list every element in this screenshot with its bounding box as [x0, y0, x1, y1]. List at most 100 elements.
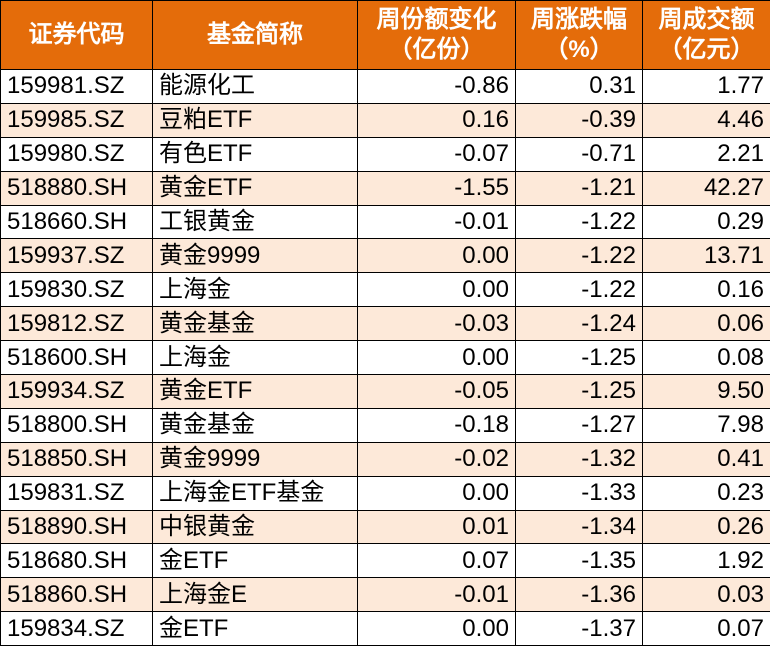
table-row: 518800.SH 黄金基金 -0.18 -1.27 7.98	[0, 407, 770, 443]
number-cell: 7.98	[642, 407, 770, 443]
number-cell: -0.05	[357, 374, 516, 409]
text-cell: 159985.SZ	[0, 102, 153, 138]
number-cell: 0.29	[642, 204, 770, 240]
header-text: 周份额变化	[376, 6, 497, 33]
number-cell: -0.71	[515, 136, 643, 172]
number-cell: -0.01	[357, 204, 516, 240]
text-cell: 上海金E	[152, 577, 358, 613]
text-cell: 518600.SH	[0, 340, 153, 376]
number-cell: -0.39	[515, 102, 643, 138]
number-cell: -1.22	[515, 272, 643, 308]
text-cell: 518890.SH	[0, 509, 153, 545]
number-cell: -1.22	[515, 238, 643, 274]
number-cell: -0.03	[357, 306, 516, 342]
table-row: 518880.SH 黄金ETF -1.55 -1.21 42.27	[0, 170, 770, 206]
text-cell: 金ETF	[152, 611, 358, 647]
number-cell: -1.33	[515, 475, 643, 511]
number-cell: 13.71	[642, 238, 770, 274]
number-cell: -1.35	[515, 543, 643, 579]
number-cell: 0.31	[515, 69, 643, 104]
text-cell: 黄金9999	[152, 441, 358, 477]
number-cell: -1.25	[515, 374, 643, 409]
number-cell: 0.01	[357, 509, 516, 545]
number-cell: 0.41	[642, 441, 770, 477]
text-cell: 159934.SZ	[0, 374, 153, 409]
header-text: 证券代码	[28, 21, 125, 48]
number-cell: 0.26	[642, 509, 770, 545]
number-cell: -0.07	[357, 136, 516, 172]
table-row: 159980.SZ 有色ETF -0.07 -0.71 2.21	[0, 136, 770, 172]
number-cell: 1.92	[642, 543, 770, 579]
header-cell: 周成交额 （亿元）	[642, 0, 770, 70]
text-cell: 159831.SZ	[0, 475, 153, 511]
number-cell: -1.34	[515, 509, 643, 545]
header-text: 周成交额	[658, 6, 755, 33]
text-cell: 黄金9999	[152, 238, 358, 274]
number-cell: -0.86	[357, 69, 516, 104]
header-row: 证券代码 基金简称 周份额变化 （亿份） 周涨跌幅 （%） 周成交额 （亿元）	[0, 0, 770, 70]
text-cell: 159830.SZ	[0, 272, 153, 308]
text-cell: 金ETF	[152, 543, 358, 579]
text-cell: 159937.SZ	[0, 238, 153, 274]
number-cell: -1.32	[515, 441, 643, 477]
text-cell: 159812.SZ	[0, 306, 153, 342]
number-cell: 0.07	[642, 611, 770, 647]
number-cell: 0.16	[642, 272, 770, 308]
table-row: 518850.SH 黄金9999 -0.02 -1.32 0.41	[0, 441, 770, 477]
text-cell: 518680.SH	[0, 543, 153, 579]
header-text: 周涨跌幅	[531, 6, 627, 33]
header-cell: 周份额变化 （亿份）	[357, 0, 516, 70]
table-row: 518680.SH 金ETF 0.07 -1.35 1.92	[0, 543, 770, 579]
text-cell: 518800.SH	[0, 407, 153, 443]
table-row: 159831.SZ 上海金ETF基金 0.00 -1.33 0.23	[0, 475, 770, 511]
header-cell: 证券代码	[0, 0, 153, 70]
header-text: （%）	[544, 36, 614, 63]
table-row: 518600.SH 上海金 0.00 -1.25 0.08	[0, 340, 770, 376]
text-cell: 黄金基金	[152, 407, 358, 443]
number-cell: 42.27	[642, 170, 770, 206]
text-cell: 工银黄金	[152, 204, 358, 240]
number-cell: 0.00	[357, 611, 516, 647]
number-cell: -1.55	[357, 170, 516, 206]
number-cell: 0.07	[357, 543, 516, 579]
number-cell: -1.24	[515, 306, 643, 342]
table-row: 159981.SZ 能源化工 -0.86 0.31 1.77	[0, 69, 770, 104]
header-cell: 基金简称	[152, 0, 358, 70]
text-cell: 518880.SH	[0, 170, 153, 206]
text-cell: 黄金ETF	[152, 170, 358, 206]
number-cell: 0.00	[357, 238, 516, 274]
text-cell: 黄金ETF	[152, 374, 358, 409]
number-cell: 0.03	[642, 577, 770, 613]
text-cell: 有色ETF	[152, 136, 358, 172]
number-cell: -0.01	[357, 577, 516, 613]
text-cell: 518660.SH	[0, 204, 153, 240]
table-row: 518890.SH 中银黄金 0.01 -1.34 0.26	[0, 509, 770, 545]
table-row: 518860.SH 上海金E -0.01 -1.36 0.03	[0, 577, 770, 613]
number-cell: 1.77	[642, 69, 770, 104]
number-cell: 0.00	[357, 272, 516, 308]
table-row: 159937.SZ 黄金9999 0.00 -1.22 13.71	[0, 238, 770, 274]
header-text: （亿份）	[388, 36, 485, 63]
text-cell: 豆粕ETF	[152, 102, 358, 138]
number-cell: 0.16	[357, 102, 516, 138]
table-row: 159985.SZ 豆粕ETF 0.16 -0.39 4.46	[0, 102, 770, 138]
number-cell: 0.08	[642, 340, 770, 376]
number-cell: -1.27	[515, 407, 643, 443]
table-row: 159830.SZ 上海金 0.00 -1.22 0.16	[0, 272, 770, 308]
number-cell: -1.37	[515, 611, 643, 647]
number-cell: 0.06	[642, 306, 770, 342]
number-cell: -1.21	[515, 170, 643, 206]
number-cell: 0.00	[357, 475, 516, 511]
number-cell: 9.50	[642, 374, 770, 409]
header-cell: 周涨跌幅 （%）	[515, 0, 643, 70]
number-cell: -1.36	[515, 577, 643, 613]
number-cell: 0.00	[357, 340, 516, 376]
table-row: 159812.SZ 黄金基金 -0.03 -1.24 0.06	[0, 306, 770, 342]
text-cell: 159980.SZ	[0, 136, 153, 172]
number-cell: 0.23	[642, 475, 770, 511]
text-cell: 上海金	[152, 272, 358, 308]
text-cell: 上海金ETF基金	[152, 475, 358, 511]
number-cell: -1.25	[515, 340, 643, 376]
text-cell: 518860.SH	[0, 577, 153, 613]
